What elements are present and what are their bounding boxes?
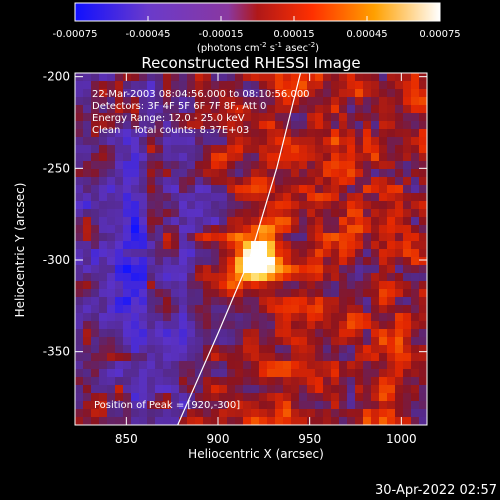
solar-limb-curve bbox=[177, 73, 302, 425]
x-tick-label: 850 bbox=[115, 432, 138, 446]
annotation-energy: Energy Range: 12.0 - 25.0 keV bbox=[92, 113, 245, 124]
colorbar bbox=[74, 2, 441, 22]
colorbar-tick-label: -0.00075 bbox=[53, 29, 98, 40]
colorbar-tick-label: 0.00075 bbox=[419, 29, 460, 40]
y-tick-label: -300 bbox=[43, 253, 70, 267]
colorbar-tick-label: -0.00015 bbox=[199, 29, 244, 40]
y-tick-label: -350 bbox=[43, 345, 70, 359]
colorbar-tick-label: -0.00045 bbox=[126, 29, 171, 40]
y-tick-label: -250 bbox=[43, 161, 70, 175]
plot-frame bbox=[74, 72, 428, 426]
annotation-time: 22-Mar-2003 08:04:56.000 to 08:10:56.000 bbox=[92, 89, 310, 100]
x-tick-label: 1000 bbox=[386, 432, 417, 446]
colorbar-ticks: -0.00075 -0.00045 -0.00015 0.00015 0.00045 0.… bbox=[53, 16, 461, 40]
colorbar-tick-label: 0.00015 bbox=[273, 29, 314, 40]
x-tick-label: 900 bbox=[207, 432, 230, 446]
heatmap-image bbox=[75, 73, 427, 425]
colorbar-tick-label: 0.00045 bbox=[346, 29, 387, 40]
annotation-detectors: Detectors: 3F 4F 5F 6F 7F 8F, Att 0 bbox=[92, 101, 266, 112]
y-axis-label: Heliocentric Y (arcsec) bbox=[13, 183, 27, 318]
timestamp: 30-Apr-2022 02:57 bbox=[375, 483, 497, 498]
y-tick-label: -200 bbox=[43, 70, 70, 84]
chart-title: Reconstructed RHESSI Image bbox=[141, 54, 360, 72]
x-tick-label: 950 bbox=[298, 432, 321, 446]
annotation-clean: Clean Total counts: 8.37E+03 bbox=[92, 125, 249, 136]
axis-ticks: 850 900 950 1000 -200 -250 -300 -350 bbox=[43, 70, 427, 446]
colorbar-unit: (photons cm-2 s-1 asec-2) bbox=[197, 41, 319, 54]
peak-position-label: Position of Peak = [920,-300] bbox=[94, 400, 240, 411]
x-axis-label: Heliocentric X (arcsec) bbox=[188, 447, 324, 461]
